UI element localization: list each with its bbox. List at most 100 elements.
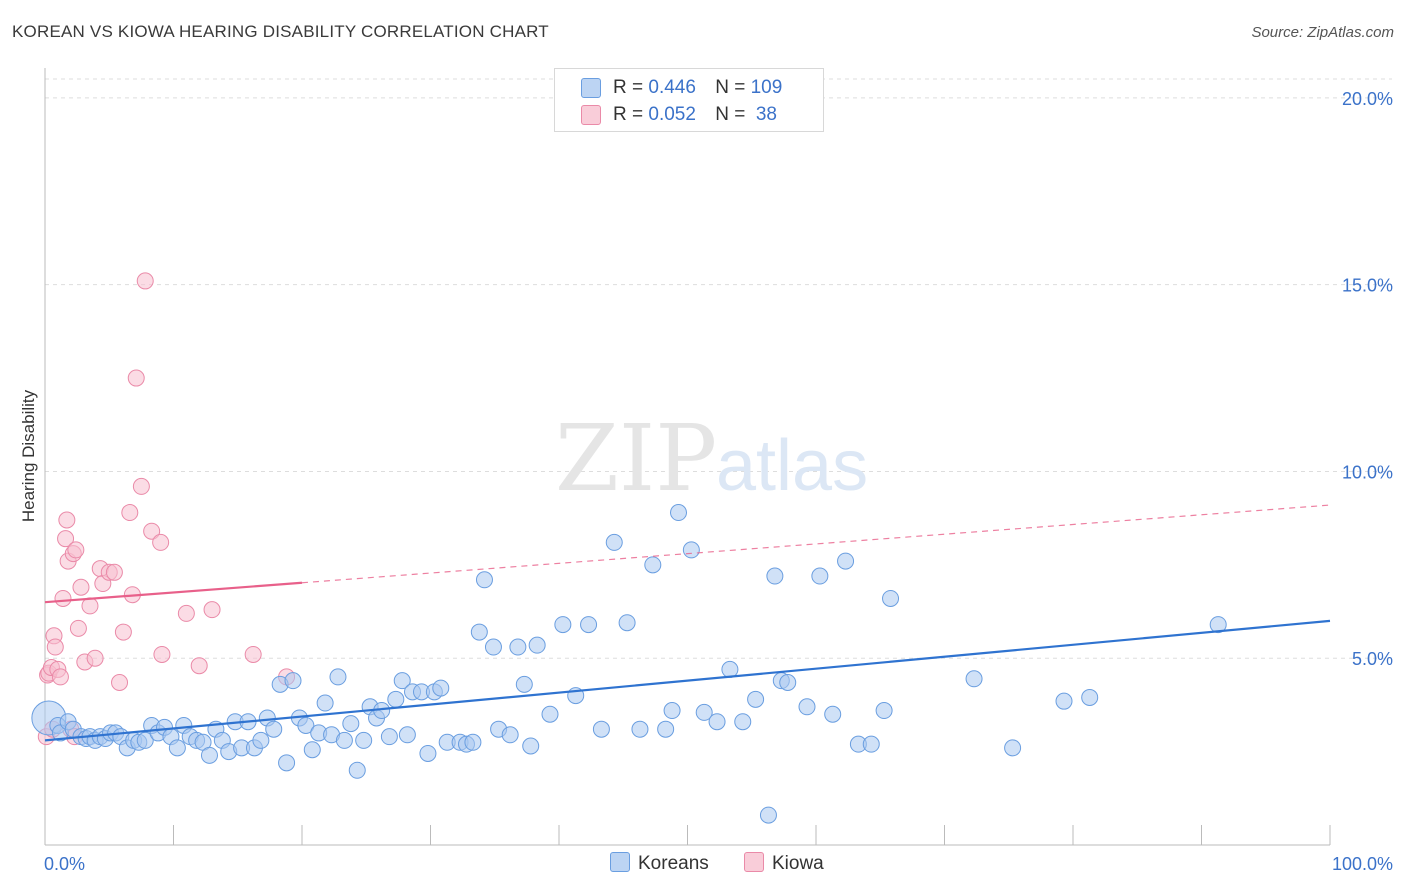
koreans-trend-line: [45, 621, 1330, 741]
korean-point: [471, 624, 487, 640]
korean-point: [201, 747, 217, 763]
kiowa-point: [153, 534, 169, 550]
kiowa-point: [154, 646, 170, 662]
korean-point: [799, 699, 815, 715]
koreans-swatch: [581, 78, 601, 98]
korean-point: [529, 637, 545, 653]
kiowa-point: [137, 273, 153, 289]
korean-point: [780, 675, 796, 691]
korean-point: [709, 714, 725, 730]
kiowa-points: [38, 273, 294, 745]
kiowa-legend-swatch: [744, 852, 764, 872]
kiowa-point: [73, 579, 89, 595]
korean-point: [863, 736, 879, 752]
korean-point: [485, 639, 501, 655]
kiowa-point: [115, 624, 131, 640]
kiowa-point: [245, 646, 261, 662]
kiowa-legend-label: Kiowa: [772, 853, 824, 874]
korean-point: [883, 590, 899, 606]
korean-point: [336, 732, 352, 748]
legend-n-value-koreans: 109: [751, 77, 783, 98]
x-tick-label-max: 100.0%: [1332, 854, 1393, 874]
kiowa-point: [82, 598, 98, 614]
kiowa-point: [178, 605, 194, 621]
kiowa-point: [68, 542, 84, 558]
kiowa-point: [122, 505, 138, 521]
korean-point: [1005, 740, 1021, 756]
koreans-points: [32, 505, 1226, 824]
korean-point: [266, 721, 282, 737]
korean-point: [555, 617, 571, 633]
korean-point: [381, 729, 397, 745]
legend-r-value-koreans: 0.446: [648, 77, 696, 98]
kiowa-point: [47, 639, 63, 655]
korean-point: [388, 691, 404, 707]
kiowa-swatch: [581, 105, 601, 125]
watermark-zip: ZIP: [555, 405, 717, 512]
legend-n-label: N =: [715, 77, 750, 98]
y-tick-label: 10.0%: [1342, 462, 1393, 482]
korean-point: [664, 703, 680, 719]
korean-point: [433, 680, 449, 696]
korean-point: [735, 714, 751, 730]
korean-point: [825, 706, 841, 722]
korean-point: [465, 734, 481, 750]
korean-point: [399, 727, 415, 743]
koreans-legend-label: Koreans: [638, 853, 709, 874]
korean-point: [285, 673, 301, 689]
korean-point: [606, 534, 622, 550]
kiowa-point: [59, 512, 75, 528]
x-tick-label-min: 0.0%: [44, 854, 85, 874]
korean-point: [317, 695, 333, 711]
kiowa-point: [55, 590, 71, 606]
y-tick-label: 5.0%: [1352, 649, 1393, 669]
korean-point: [169, 740, 185, 756]
korean-point: [767, 568, 783, 584]
korean-point: [476, 572, 492, 588]
korean-point: [812, 568, 828, 584]
korean-point: [1082, 689, 1098, 705]
korean-point: [760, 807, 776, 823]
korean-point: [279, 755, 295, 771]
kiowa-point: [191, 658, 207, 674]
korean-point: [253, 732, 269, 748]
y-tick-label: 20.0%: [1342, 89, 1393, 109]
korean-point: [619, 615, 635, 631]
korean-point: [645, 557, 661, 573]
kiowa-point: [204, 602, 220, 618]
korean-point: [722, 661, 738, 677]
legend-n-label: N =: [715, 104, 750, 125]
korean-point: [349, 762, 365, 778]
legend-n-value-kiowa: 38: [751, 104, 777, 125]
kiowa-point: [52, 669, 68, 685]
kiowa-point: [70, 620, 86, 636]
korean-point: [876, 703, 892, 719]
korean-point: [516, 676, 532, 692]
korean-point: [671, 505, 687, 521]
watermark-atlas: atlas: [716, 426, 868, 506]
koreans-legend-swatch: [610, 852, 630, 872]
legend-r-value-kiowa: 0.052: [648, 104, 696, 125]
correlation-legend: R = 0.446 N = 109 R = 0.052 N = 38: [554, 68, 824, 132]
scatter-chart: ZIP atlas 5.0%10.0%15.0%20.0%0.0% 100.0% …: [0, 0, 1406, 892]
korean-point: [581, 617, 597, 633]
korean-point: [330, 669, 346, 685]
trend-lines: [45, 505, 1330, 740]
legend-r-label: R =: [613, 104, 648, 125]
kiowa-point: [87, 650, 103, 666]
korean-point: [658, 721, 674, 737]
korean-point: [542, 706, 558, 722]
korean-point: [683, 542, 699, 558]
korean-point: [838, 553, 854, 569]
korean-point: [966, 671, 982, 687]
kiowa-point: [133, 478, 149, 494]
korean-point: [304, 742, 320, 758]
gridlines: [45, 79, 1392, 658]
y-axis-label: Hearing Disability: [19, 389, 38, 522]
kiowa-point: [128, 370, 144, 386]
korean-point: [593, 721, 609, 737]
kiowa-point: [106, 564, 122, 580]
bottom-legend-kiowa: Kiowa: [744, 852, 824, 875]
korean-point: [632, 721, 648, 737]
korean-point: [748, 691, 764, 707]
